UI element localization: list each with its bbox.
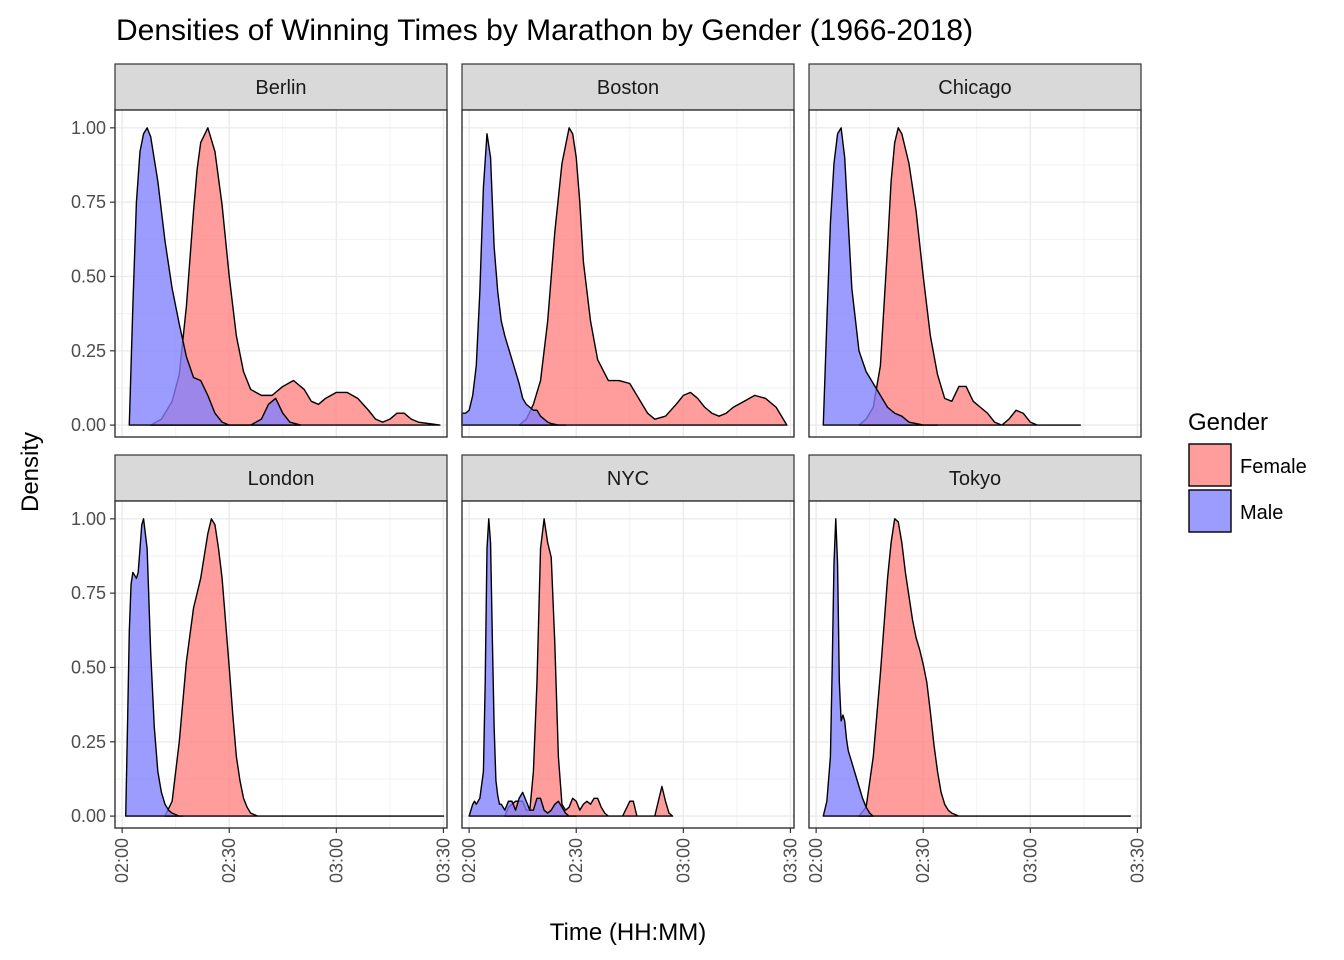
density-area-female — [164, 518, 445, 817]
facet-label: Tokyo — [949, 468, 1001, 490]
density-area-male — [128, 127, 302, 426]
panel-border — [461, 109, 795, 438]
legend-entry-male: Male — [1188, 489, 1283, 533]
x-tick-label: 03:00 — [1020, 838, 1040, 883]
facet-strip — [114, 63, 448, 111]
legend-swatch — [1188, 489, 1232, 533]
y-tick-label: 0.50 — [71, 657, 106, 677]
x-tick-label: 02:00 — [459, 838, 479, 883]
facet-strip — [461, 454, 795, 502]
x-tick-label: 02:30 — [566, 838, 586, 883]
facet-panels: Berlin 0.00 0.25 0.50 0.75 1.00 Boston Chicago L… — [71, 63, 1147, 883]
density-area-male — [822, 518, 874, 817]
panel-border — [808, 500, 1142, 829]
density-area-female — [504, 518, 674, 817]
y-tick-label: 0.00 — [71, 415, 106, 435]
legend-swatch — [1188, 443, 1232, 487]
gridlines — [462, 501, 794, 828]
x-tick-label: 03:00 — [326, 838, 346, 883]
panel-border — [808, 109, 1142, 438]
y-tick-label: 0.25 — [71, 341, 106, 361]
x-tick-label: 02:00 — [112, 838, 132, 883]
x-tick-label: 03:30 — [433, 838, 453, 883]
facet-label: Boston — [597, 77, 659, 99]
facet-label: London — [248, 468, 315, 490]
y-tick-label: 0.00 — [71, 806, 106, 826]
density-area-male — [822, 127, 939, 426]
density-area-male — [125, 518, 184, 817]
legend-entries: Female Male — [1188, 443, 1307, 533]
density-area-male — [468, 518, 577, 817]
y-tick-label: 1.00 — [71, 509, 106, 529]
facet-berlin: Berlin 0.00 0.25 0.50 0.75 1.00 — [71, 63, 448, 438]
density-area-female — [150, 127, 441, 426]
y-tick-label: 0.75 — [71, 583, 106, 603]
legend-label: Male — [1240, 502, 1283, 524]
x-tick-label: 02:00 — [806, 838, 826, 883]
y-tick-label: 1.00 — [71, 118, 106, 138]
legend-title: Gender — [1188, 409, 1268, 436]
facet-label: NYC — [607, 468, 649, 490]
facet-london: London 0.00 0.25 0.50 0.75 1.00 02:00 02:30 03:0… — [71, 454, 453, 883]
density-area-female — [858, 518, 1131, 817]
x-tick-label: 03:30 — [780, 838, 800, 883]
legend-entry-female: Female — [1188, 443, 1307, 487]
panel-border — [461, 500, 795, 829]
facet-label: Chicago — [938, 77, 1011, 99]
x-tick-label: 03:30 — [1127, 838, 1147, 883]
y-axis-label: Density — [17, 432, 44, 512]
x-tick-label: 03:00 — [673, 838, 693, 883]
y-tick-label: 0.75 — [71, 192, 106, 212]
x-axis-label: Time (HH:MM) — [550, 919, 706, 946]
density-area-female — [858, 127, 1082, 426]
facet-label: Berlin — [255, 77, 306, 99]
y-tick-label: 0.25 — [71, 732, 106, 752]
facet-strip — [808, 454, 1142, 502]
panel-border — [114, 500, 448, 829]
x-tick-label: 02:30 — [913, 838, 933, 883]
chart-title: Densities of Winning Times by Marathon b… — [116, 14, 973, 47]
density-area-male — [461, 133, 567, 426]
facet-boston: Boston — [461, 63, 795, 438]
facet-chicago: Chicago — [808, 63, 1142, 438]
y-tick-label: 0.50 — [71, 266, 106, 286]
legend: Gender Female Male — [1188, 409, 1307, 533]
density-area-female — [518, 127, 788, 426]
legend-label: Female — [1240, 456, 1307, 478]
panel-border — [114, 109, 448, 438]
x-tick-label: 02:30 — [219, 838, 239, 883]
facet-nyc: NYC 02:00 02:30 03:00 03:30 — [459, 454, 800, 883]
facet-tokyo: Tokyo 02:00 02:30 03:00 03:30 — [806, 454, 1147, 883]
